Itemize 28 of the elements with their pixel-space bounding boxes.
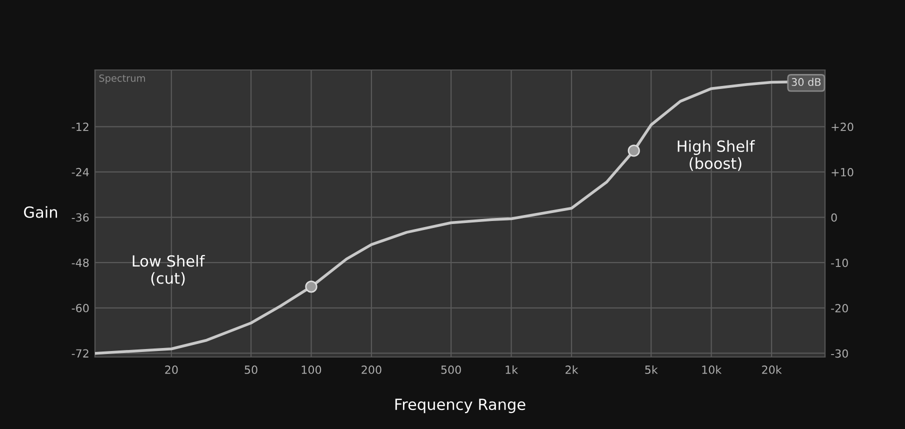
y2-tick-label: +10: [832, 168, 854, 176]
y-axis-title: Gain: [24, 206, 58, 218]
x-tick-label: 10k: [702, 365, 722, 374]
x-tick-label: 5k: [645, 365, 658, 374]
x-tick-label: 50: [244, 366, 258, 374]
y-tick-label: -36: [72, 213, 89, 222]
x-tick-label: 1k: [506, 365, 518, 374]
y2-tick-label: -10: [831, 258, 848, 268]
x-axis-title: Frequency Range: [395, 398, 526, 414]
y2-tick-label: 0: [831, 213, 837, 222]
annotation: 30 dB: [792, 78, 821, 86]
x-tick-label: 2k: [566, 365, 578, 374]
y-tick-label: -60: [72, 304, 89, 312]
x-tick-label: 100: [302, 366, 322, 374]
y2-tick-label: -20: [831, 304, 848, 312]
annotation: Low Shelf (cut): [132, 254, 205, 286]
y2-tick-label: -30: [831, 349, 848, 358]
x-tick-label: 500: [441, 366, 461, 374]
y-tick-label: -48: [72, 258, 89, 267]
y-tick-label: -12: [72, 122, 88, 131]
annotation: Spectrum: [99, 74, 145, 84]
y-tick-label: -24: [72, 168, 89, 176]
x-tick-label: 20k: [762, 365, 782, 374]
y-tick-label: -72: [72, 349, 88, 358]
x-tick-label: 20: [165, 366, 178, 374]
y2-tick-label: +20: [832, 122, 854, 132]
annotation: High Shelf (boost): [678, 140, 755, 171]
x-tick-label: 200: [362, 366, 382, 374]
